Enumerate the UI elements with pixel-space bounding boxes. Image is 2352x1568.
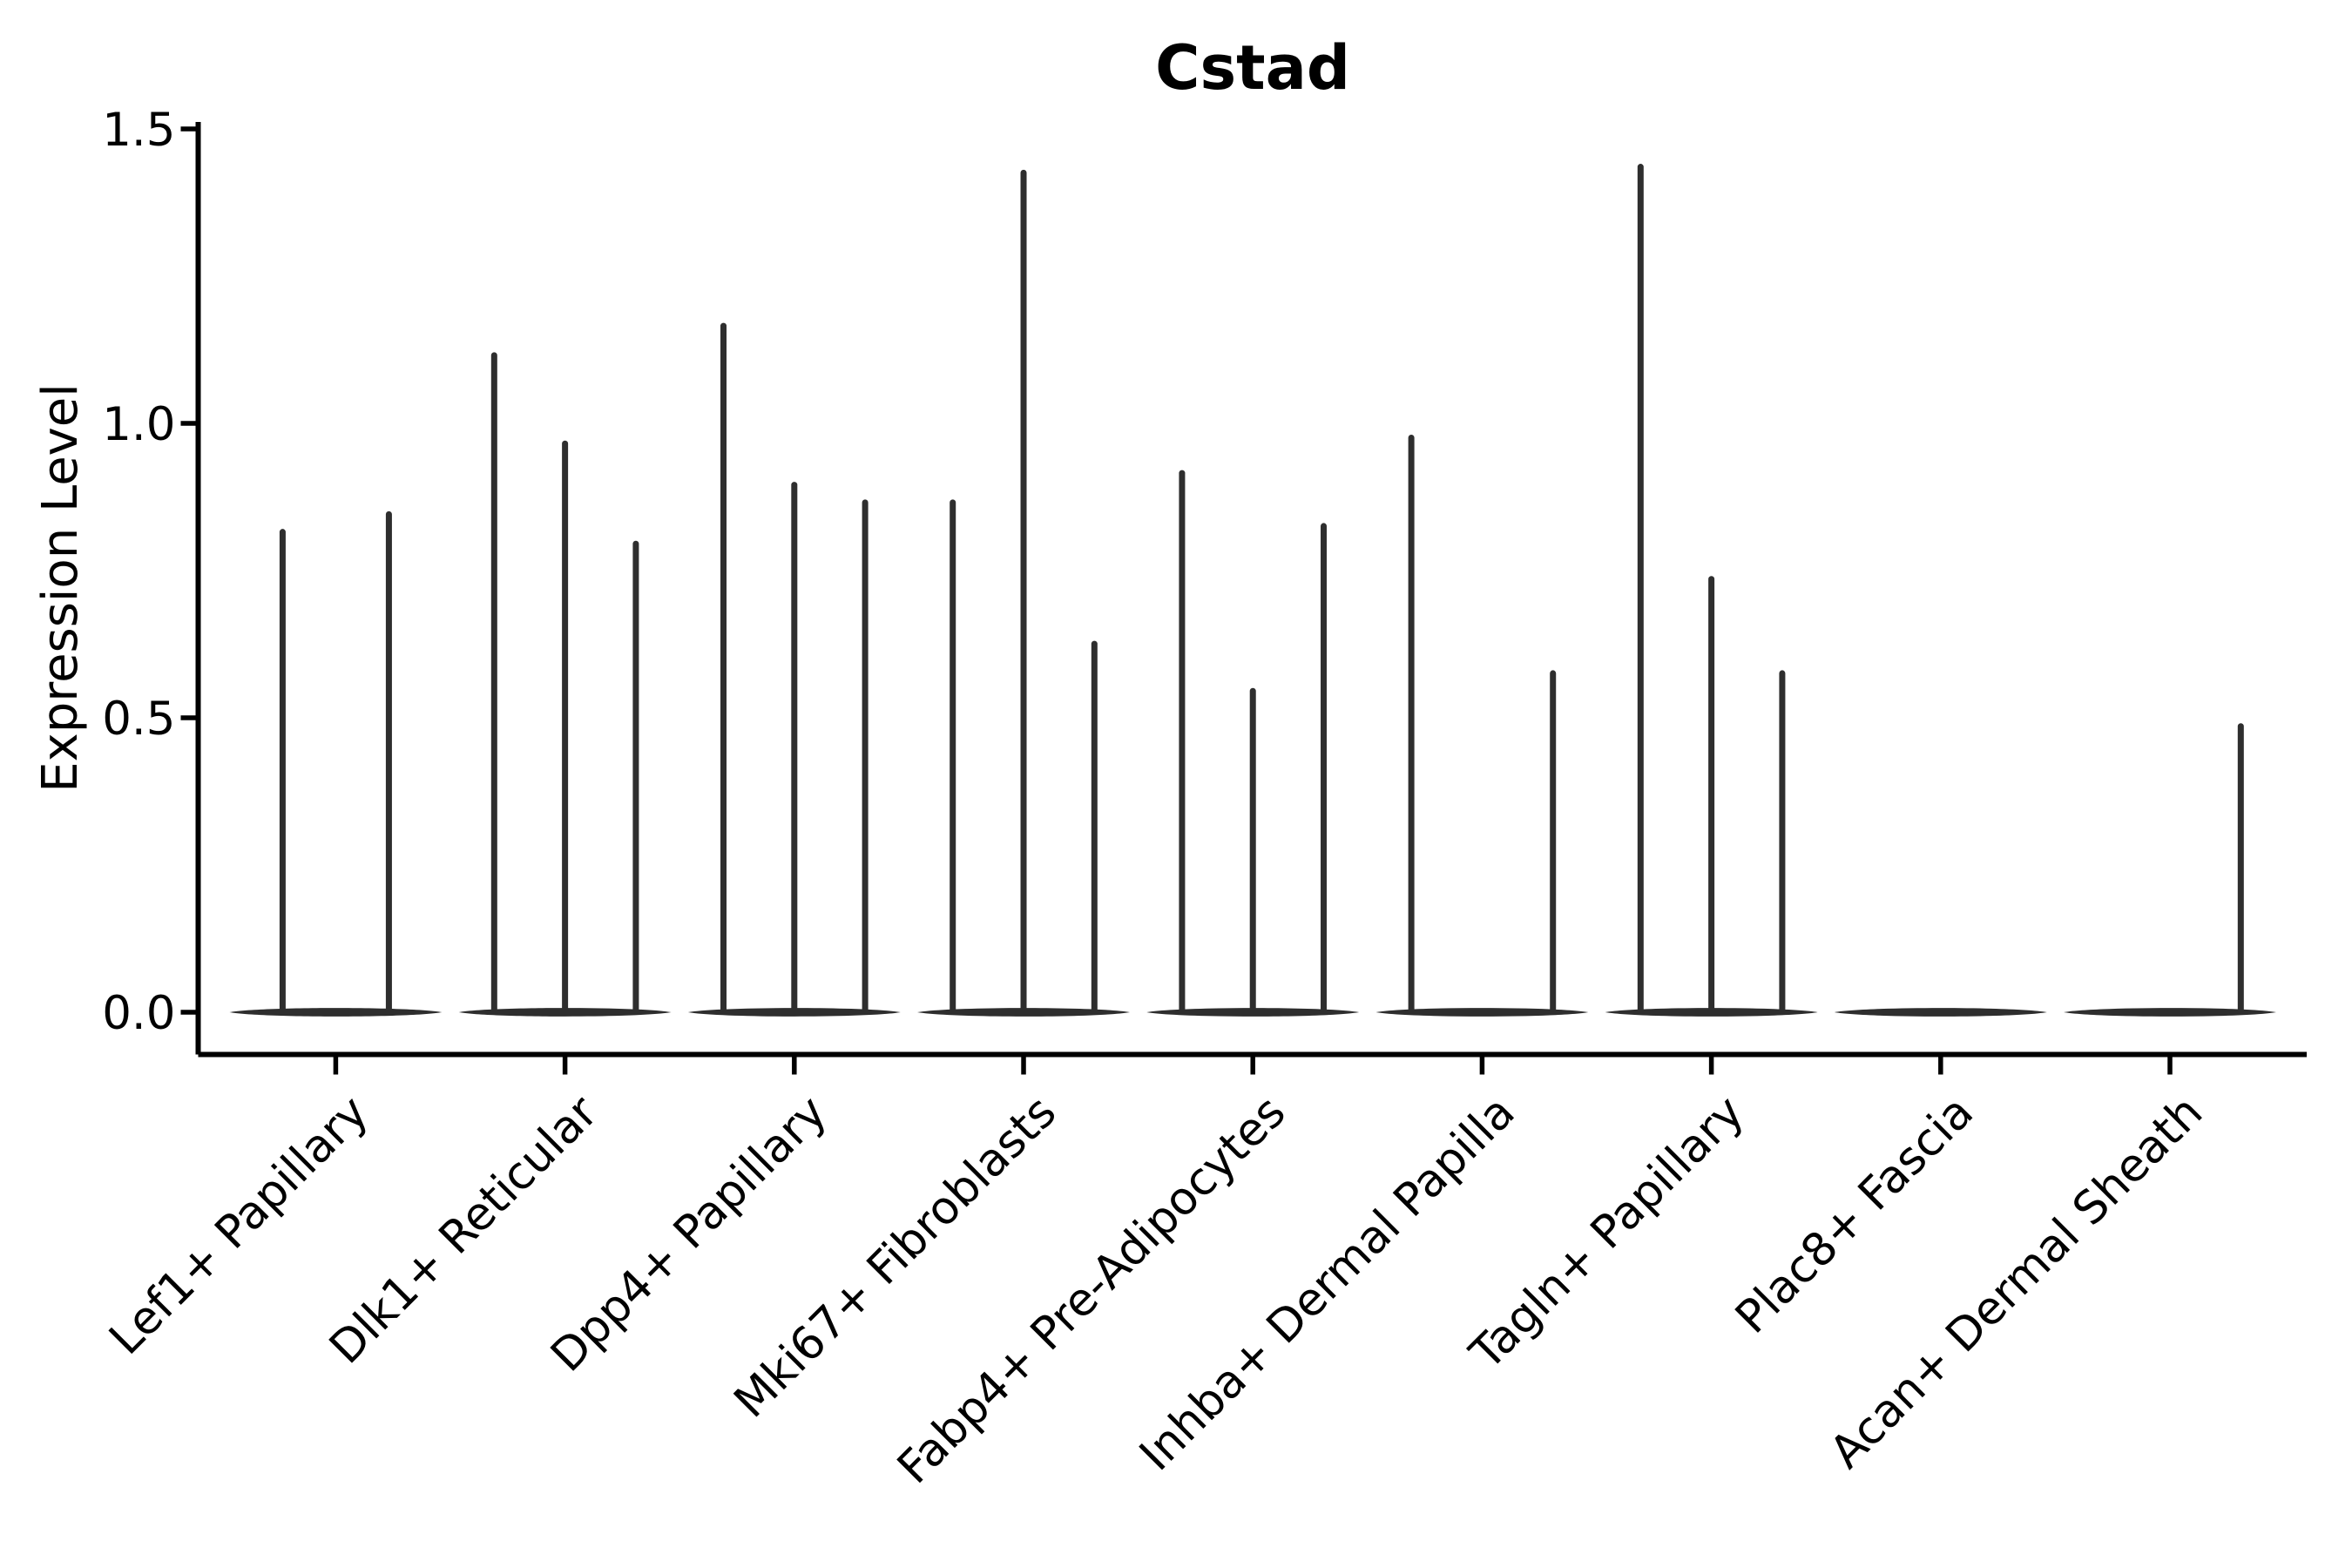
x-tick-label: Acan+ Dermal Sheath	[1821, 1086, 2213, 1479]
violin-baseline	[1834, 1008, 2047, 1017]
chart-title: Cstad	[1155, 32, 1350, 104]
violin-baseline	[1375, 1008, 1589, 1017]
y-axis-label: Expression Level	[32, 383, 89, 793]
x-tick-label: Fabp4+ Pre-Adipocytes	[888, 1086, 1295, 1494]
violin-baseline	[2064, 1008, 2277, 1017]
y-tick-label: 1.5	[102, 104, 175, 157]
x-tick-label: Plac8+ Fascia	[1726, 1086, 1984, 1344]
y-tick-label: 0.0	[102, 987, 175, 1040]
violin-baseline	[229, 1008, 443, 1017]
x-tick-label: Inhba+ Dermal Papilla	[1130, 1086, 1524, 1481]
y-tick-label: 0.5	[102, 693, 175, 746]
y-tick-label: 1.0	[102, 398, 175, 451]
